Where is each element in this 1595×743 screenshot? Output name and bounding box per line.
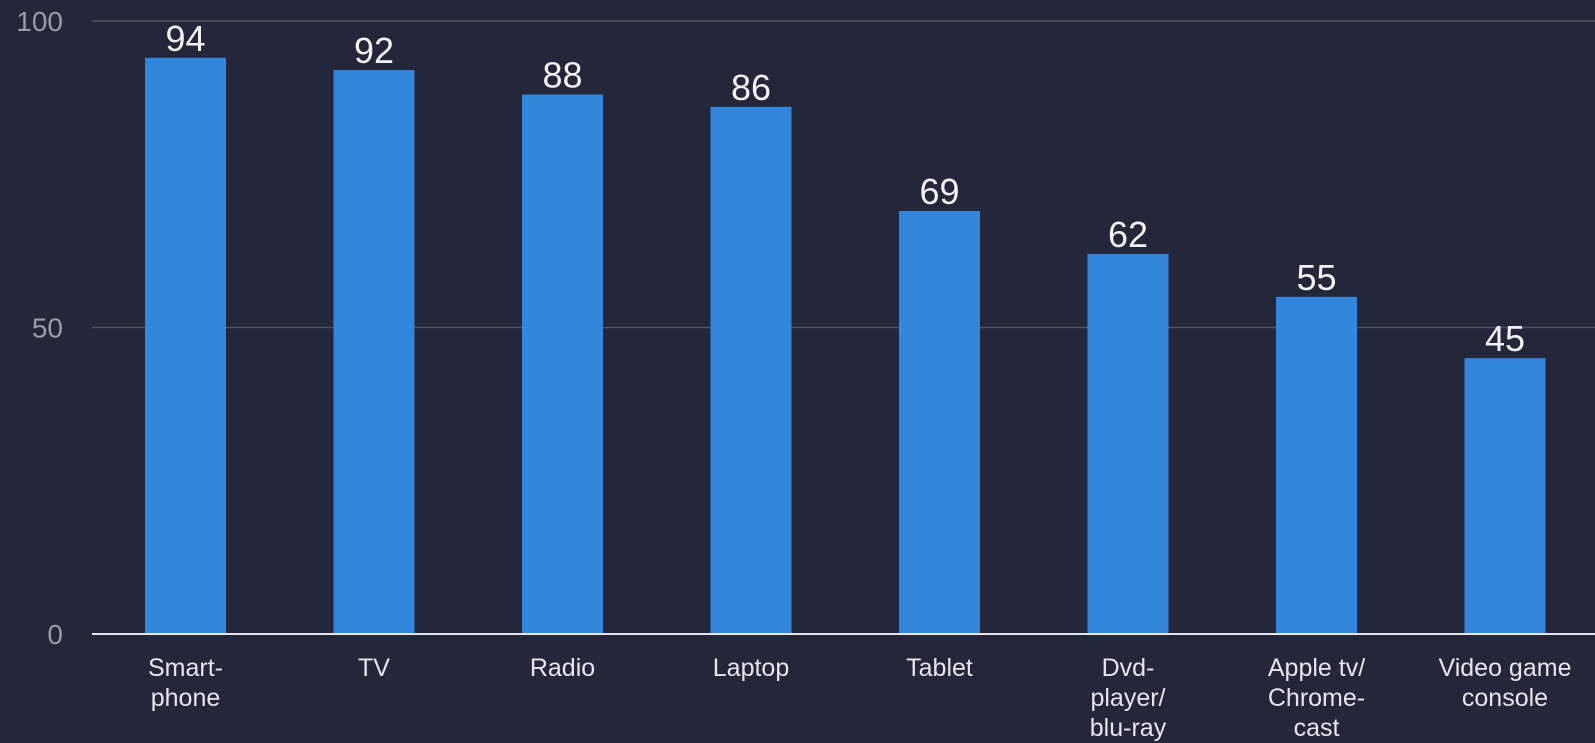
bar-value-label: 94 — [165, 18, 205, 59]
x-tick-label: Apple tv/Chrome-cast — [1268, 654, 1365, 742]
bar — [522, 94, 603, 634]
y-tick-label: 100 — [16, 6, 63, 37]
bar — [1276, 296, 1357, 634]
bar — [899, 211, 980, 634]
grid-layer: 0 50 100 — [16, 6, 1595, 650]
bar-value-label: 86 — [731, 67, 771, 108]
value-label-layer: 94 92 88 86 69 62 55 45 — [165, 18, 1525, 359]
bar — [1087, 253, 1169, 634]
category-label-layer: Smart-phone TV Radio Laptop Tablet Dvd-player… — [148, 654, 1571, 742]
x-tick-label: Dvd-player/blu-ray — [1090, 654, 1167, 742]
bar — [333, 70, 415, 635]
bar — [710, 106, 792, 634]
bar — [1464, 358, 1546, 634]
bar — [145, 57, 226, 634]
x-tick-label: Radio — [530, 654, 595, 682]
x-tick-label: Smart-phone — [148, 654, 223, 712]
bar-value-label: 88 — [542, 55, 582, 96]
bar-value-label: 55 — [1296, 257, 1336, 298]
x-tick-label: Laptop — [713, 654, 789, 682]
x-tick-label: TV — [358, 654, 390, 682]
bar-value-label: 92 — [354, 30, 394, 71]
bar-value-label: 69 — [919, 171, 959, 212]
x-tick-label: Video game console — [1439, 654, 1572, 712]
bar-layer — [145, 57, 1546, 635]
bar-value-label: 45 — [1485, 318, 1525, 359]
bar-value-label: 62 — [1108, 214, 1148, 255]
y-tick-label: 0 — [47, 619, 63, 650]
x-tick-label: Tablet — [906, 654, 973, 682]
y-tick-label: 50 — [32, 313, 63, 344]
